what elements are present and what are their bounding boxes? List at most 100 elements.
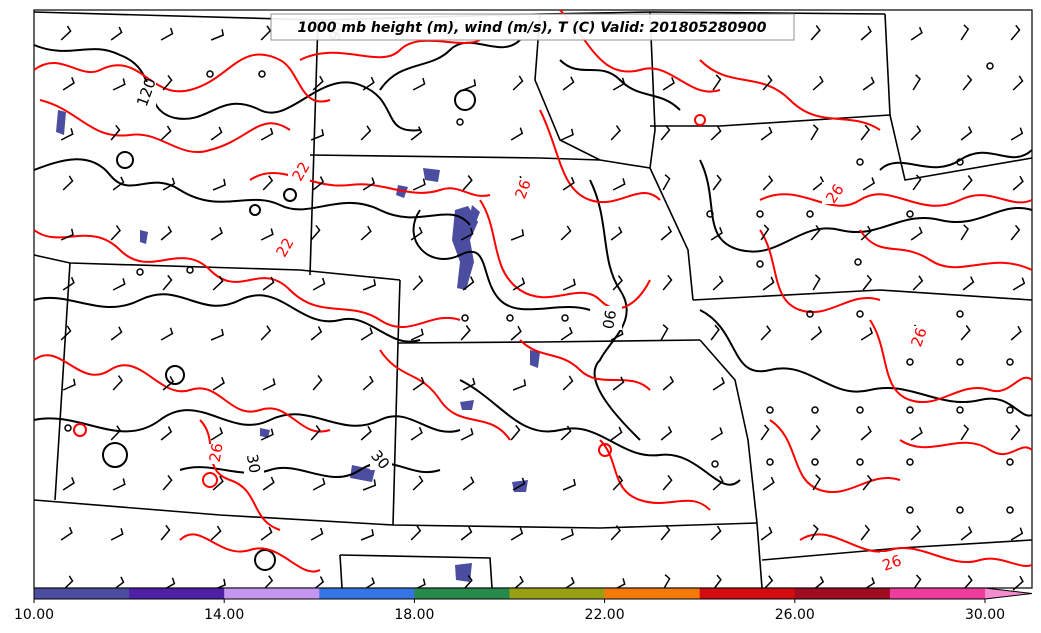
wind-barb bbox=[460, 526, 473, 541]
wind-barb bbox=[162, 74, 173, 91]
wind-barb bbox=[862, 274, 873, 291]
wind-barb bbox=[512, 575, 524, 591]
wind-barb bbox=[612, 275, 623, 291]
wind-barb bbox=[762, 476, 775, 491]
wind-barb bbox=[160, 226, 173, 241]
wind-barb bbox=[562, 478, 576, 491]
temperature-contour-label: 26 bbox=[880, 551, 904, 574]
wind-barb bbox=[812, 274, 821, 291]
wind-barb bbox=[712, 174, 722, 191]
wind-barb bbox=[112, 576, 125, 591]
wind-barb bbox=[262, 476, 275, 491]
wind-barb bbox=[1010, 24, 1021, 41]
wind-barb bbox=[910, 226, 923, 241]
label-bg bbox=[512, 178, 532, 200]
wind-barb bbox=[910, 26, 923, 41]
temperature-contour-label: 26 bbox=[511, 177, 534, 201]
wind-barb bbox=[660, 324, 669, 341]
colorbar-segment bbox=[889, 588, 986, 599]
wind-barb bbox=[662, 474, 673, 491]
wind-barb bbox=[60, 526, 73, 541]
wind-barb bbox=[210, 227, 223, 241]
wind-barb bbox=[310, 129, 325, 141]
wind-barb bbox=[860, 327, 874, 341]
wind-barb bbox=[710, 227, 723, 241]
wind-barb bbox=[612, 376, 625, 391]
wind-barb bbox=[812, 75, 824, 91]
wind-barb bbox=[362, 375, 374, 391]
colorbar-segment bbox=[509, 588, 606, 599]
wind-barb bbox=[962, 276, 975, 291]
wind-barb bbox=[662, 574, 671, 591]
wind-barb bbox=[112, 278, 126, 291]
shaded-area bbox=[350, 465, 375, 482]
wind-barb bbox=[562, 375, 574, 391]
wind-barb bbox=[462, 377, 476, 391]
label-bg bbox=[272, 236, 294, 258]
wind-barb bbox=[760, 526, 773, 541]
wind-barb bbox=[1012, 75, 1024, 91]
label-bg bbox=[244, 452, 264, 474]
wind-barb bbox=[910, 125, 922, 141]
wind-barb bbox=[412, 475, 424, 491]
wind-barb bbox=[410, 525, 422, 541]
wind-barb bbox=[862, 76, 875, 91]
wind-barb bbox=[412, 376, 425, 391]
wind-barb bbox=[362, 279, 377, 291]
wind-barb bbox=[960, 526, 973, 541]
wind-barb bbox=[562, 76, 575, 91]
wind-barb bbox=[160, 27, 174, 41]
wind-barb bbox=[760, 224, 770, 241]
wind-barb bbox=[810, 25, 821, 41]
wind-barb bbox=[812, 176, 825, 191]
wind-barb bbox=[860, 124, 871, 141]
wind-barb bbox=[712, 475, 724, 491]
wind-barb bbox=[962, 575, 973, 591]
wind-barb bbox=[610, 226, 623, 241]
wind-barb bbox=[612, 178, 626, 191]
state-borders bbox=[33, 11, 1033, 589]
temperature-contour-label: 26 bbox=[206, 442, 227, 464]
wind-barb bbox=[712, 275, 724, 291]
colorbar: 10.00 14.00 18.00 22.00 26.00 30.00 bbox=[14, 587, 1033, 623]
colorbar-extend-arrow bbox=[985, 588, 1032, 599]
wind-barb bbox=[912, 74, 921, 91]
wind-barb bbox=[762, 276, 775, 291]
shaded-area bbox=[260, 428, 270, 438]
wind-barb bbox=[110, 124, 121, 141]
wind-barb bbox=[912, 275, 924, 291]
wind-barb bbox=[362, 177, 376, 191]
wind-barb bbox=[660, 426, 673, 441]
wind-barb bbox=[810, 326, 823, 341]
wind-barb bbox=[912, 174, 922, 191]
wind-barbs bbox=[60, 24, 1026, 591]
wind-barb bbox=[160, 524, 171, 541]
wind-barb bbox=[960, 224, 969, 241]
wind-barb bbox=[560, 528, 574, 541]
wind-barb bbox=[662, 77, 675, 91]
height-contour-label: 90 bbox=[598, 308, 619, 330]
wind-barb bbox=[710, 125, 722, 141]
wind-barb bbox=[1010, 224, 1021, 241]
shaded-area bbox=[423, 168, 440, 182]
wind-barb bbox=[112, 176, 125, 191]
wind-barb bbox=[312, 75, 324, 91]
wind-barb bbox=[860, 25, 872, 41]
wind-barb bbox=[462, 175, 473, 191]
wind-barb bbox=[560, 225, 572, 241]
wind-barb bbox=[110, 326, 123, 341]
wind-barb bbox=[712, 377, 725, 391]
shaded-area bbox=[470, 205, 480, 222]
wind-barb bbox=[210, 427, 224, 441]
wind-barb bbox=[60, 25, 72, 41]
wind-barb bbox=[62, 276, 75, 291]
wind-barb bbox=[460, 325, 471, 341]
wind-barb bbox=[462, 79, 477, 91]
wind-barb bbox=[160, 327, 174, 341]
wind-barb bbox=[360, 327, 374, 341]
wind-barb bbox=[762, 575, 774, 591]
wind-barb bbox=[960, 424, 970, 441]
wind-barb bbox=[462, 476, 475, 491]
wind-barb bbox=[260, 526, 273, 541]
wind-barb bbox=[360, 225, 372, 241]
